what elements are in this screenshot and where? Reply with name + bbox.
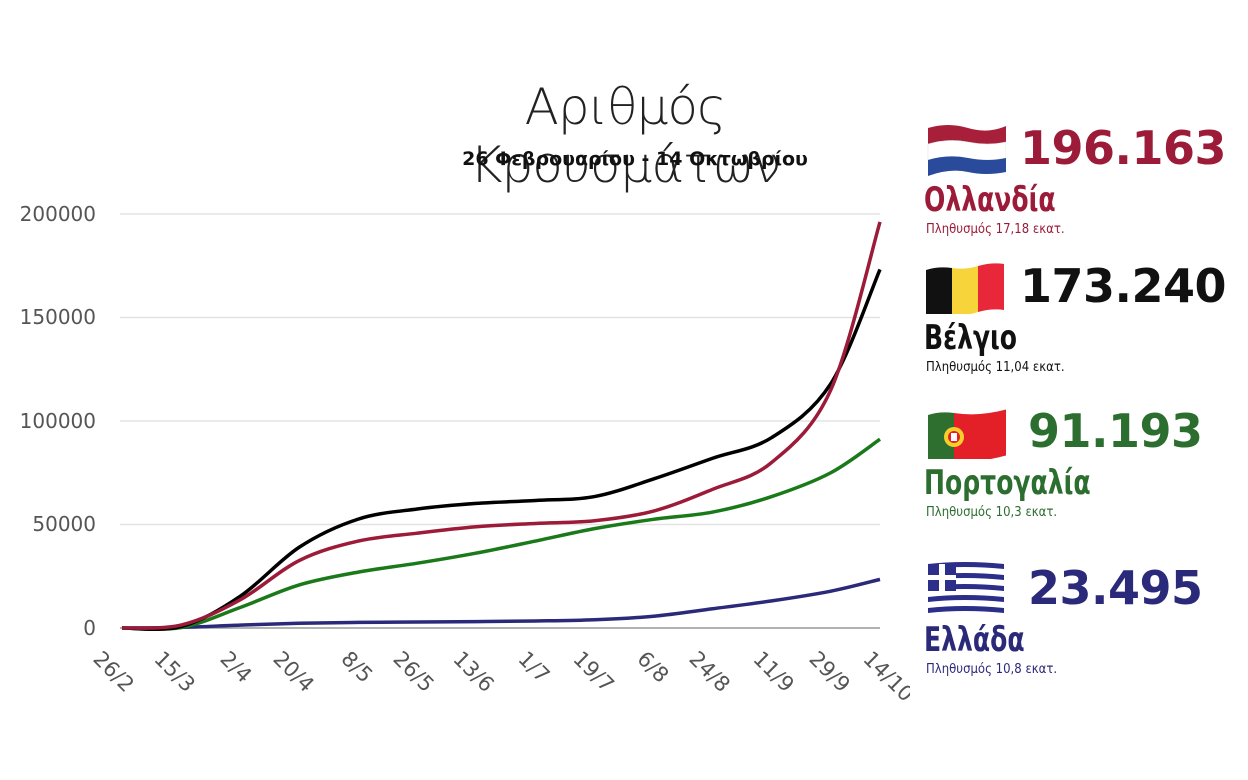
x-tick: 29/9 bbox=[804, 647, 854, 697]
series-line-0 bbox=[121, 221, 882, 630]
portugal-flag-icon bbox=[928, 409, 1006, 459]
x-tick: 8/5 bbox=[336, 647, 377, 688]
country-population: Πληθυσμός 17,18 εκατ. bbox=[926, 222, 1065, 237]
series-line-1 bbox=[121, 268, 882, 632]
country-population: Πληθυσμός 11,04 εκατ. bbox=[926, 360, 1065, 375]
y-tick: 150000 bbox=[20, 305, 96, 329]
country-population: Πληθυσμός 10,8 εκατ. bbox=[926, 662, 1058, 677]
x-tick: 24/8 bbox=[684, 647, 734, 697]
x-tick: 13/6 bbox=[448, 647, 498, 697]
line-chart: 200000 150000 100000 50000 0 26/2 15/3 2… bbox=[20, 202, 910, 707]
x-tick: 6/8 bbox=[632, 647, 673, 688]
x-tick: 26/2 bbox=[88, 647, 138, 697]
country-name: Ελλάδα bbox=[924, 620, 1025, 660]
series-lines bbox=[121, 221, 882, 632]
y-tick: 50000 bbox=[32, 512, 96, 536]
greece-flag-icon bbox=[928, 562, 1004, 613]
x-tick: 26/5 bbox=[388, 647, 438, 697]
netherlands-flag-icon bbox=[927, 125, 1006, 176]
x-axis-labels: 26/2 15/3 2/4 20/4 8/5 26/5 13/6 1/7 19/… bbox=[88, 647, 910, 707]
y-tick: 200000 bbox=[20, 202, 96, 226]
y-tick: 100000 bbox=[20, 409, 96, 433]
x-tick: 11/9 bbox=[748, 647, 798, 697]
series-line-3 bbox=[121, 577, 881, 630]
country-total: 23.495 bbox=[1028, 561, 1203, 615]
country-total: 196.163 bbox=[1020, 121, 1227, 175]
y-tick: 0 bbox=[83, 616, 96, 640]
belgium-flag-icon bbox=[926, 263, 1004, 314]
country-total: 91.193 bbox=[1028, 404, 1203, 458]
y-axis-labels: 200000 150000 100000 50000 0 bbox=[20, 202, 96, 640]
series-line-2 bbox=[121, 437, 881, 631]
country-name: Ολλανδία bbox=[924, 180, 1056, 220]
x-tick: 14/10 bbox=[858, 647, 910, 707]
x-tick: 19/7 bbox=[568, 647, 618, 697]
country-population: Πληθυσμός 10,3 εκατ. bbox=[926, 505, 1058, 520]
country-name: Βέλγιο bbox=[924, 318, 1018, 358]
country-name: Πορτογαλία bbox=[924, 463, 1091, 503]
x-tick: 2/4 bbox=[215, 647, 256, 688]
country-total: 173.240 bbox=[1020, 259, 1227, 313]
x-tick: 15/3 bbox=[149, 647, 199, 697]
chart-title: Αριθμός Κρουσμάτων bbox=[469, 78, 781, 194]
x-tick: 20/4 bbox=[268, 647, 318, 697]
gridlines bbox=[120, 213, 880, 629]
chart-subtitle: 26 Φεβρουαρίου - 14 Οκτωβρίου bbox=[462, 148, 808, 170]
x-tick: 1/7 bbox=[513, 647, 554, 688]
